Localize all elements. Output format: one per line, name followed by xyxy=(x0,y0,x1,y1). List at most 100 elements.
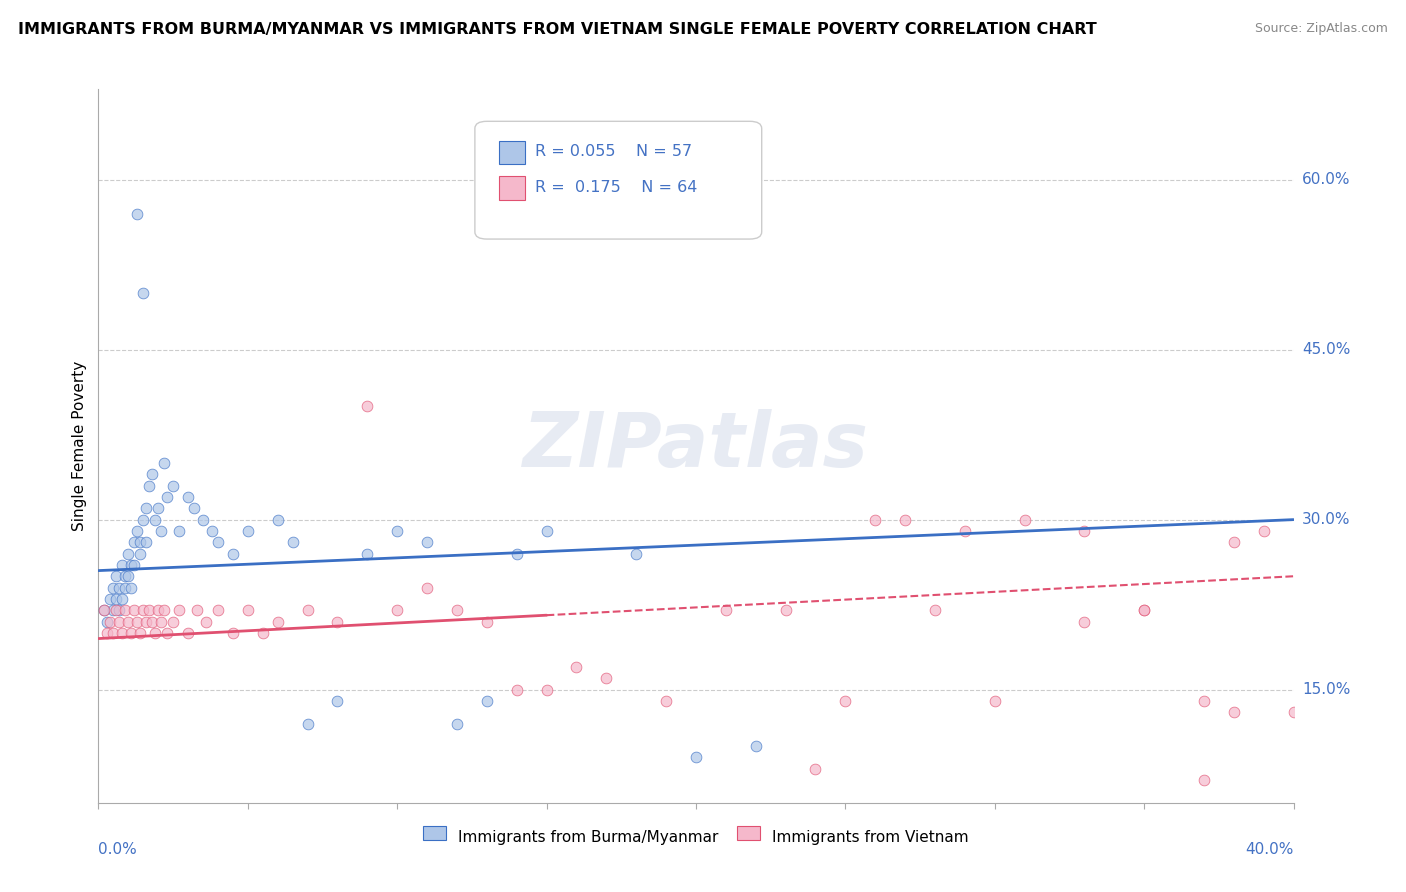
Point xyxy=(141,615,163,629)
Point xyxy=(953,524,976,538)
Point xyxy=(267,513,290,527)
Point xyxy=(416,535,439,549)
Text: R =  0.175    N = 64: R = 0.175 N = 64 xyxy=(534,180,697,195)
Point xyxy=(135,615,157,629)
Point xyxy=(108,581,131,595)
Point xyxy=(141,467,163,482)
Point xyxy=(201,524,224,538)
Point xyxy=(252,626,274,640)
Point xyxy=(804,762,827,776)
Point xyxy=(120,626,142,640)
Point xyxy=(326,615,349,629)
Point xyxy=(475,694,498,708)
Point xyxy=(506,547,529,561)
Point xyxy=(297,603,319,617)
Point xyxy=(127,524,149,538)
Point xyxy=(326,694,349,708)
Point xyxy=(143,513,166,527)
Point xyxy=(96,615,118,629)
Point xyxy=(865,513,887,527)
Point xyxy=(191,513,214,527)
Point xyxy=(177,626,200,640)
Point xyxy=(655,694,678,708)
Point xyxy=(120,581,142,595)
Point xyxy=(148,501,170,516)
Point xyxy=(446,603,468,617)
Point xyxy=(127,615,149,629)
Point xyxy=(207,603,229,617)
Point xyxy=(124,558,146,572)
Text: 40.0%: 40.0% xyxy=(1246,842,1294,857)
Text: 15.0%: 15.0% xyxy=(1302,682,1350,697)
Point xyxy=(167,603,190,617)
Point xyxy=(127,207,149,221)
Point xyxy=(117,569,139,583)
Point xyxy=(103,626,125,640)
Point xyxy=(114,581,136,595)
Point xyxy=(745,739,768,754)
Point xyxy=(132,603,155,617)
Point xyxy=(111,558,134,572)
Point xyxy=(150,524,173,538)
Point xyxy=(103,581,125,595)
Point xyxy=(536,682,558,697)
Point xyxy=(138,478,160,492)
Point xyxy=(162,615,184,629)
Point xyxy=(1133,603,1156,617)
Text: 60.0%: 60.0% xyxy=(1302,172,1350,187)
Point xyxy=(108,603,131,617)
Point xyxy=(1192,694,1215,708)
Point xyxy=(1223,705,1246,719)
Point xyxy=(138,603,160,617)
Point xyxy=(150,615,173,629)
Point xyxy=(167,524,190,538)
Point xyxy=(416,581,439,595)
Point xyxy=(894,513,917,527)
Bar xyxy=(499,177,524,200)
Text: 0.0%: 0.0% xyxy=(98,842,138,857)
Text: IMMIGRANTS FROM BURMA/MYANMAR VS IMMIGRANTS FROM VIETNAM SINGLE FEMALE POVERTY C: IMMIGRANTS FROM BURMA/MYANMAR VS IMMIGRA… xyxy=(18,22,1097,37)
Point xyxy=(924,603,946,617)
Point xyxy=(195,615,218,629)
Point xyxy=(132,513,155,527)
Point xyxy=(714,603,737,617)
Point xyxy=(984,694,1007,708)
Point xyxy=(207,535,229,549)
Point xyxy=(120,558,142,572)
Point xyxy=(153,603,176,617)
Point xyxy=(98,591,122,606)
Point xyxy=(153,456,176,470)
Point xyxy=(124,535,146,549)
Point xyxy=(356,547,378,561)
Point xyxy=(236,603,259,617)
Point xyxy=(1014,513,1036,527)
Point xyxy=(132,286,155,301)
Point xyxy=(297,716,319,731)
Point xyxy=(143,626,166,640)
Point xyxy=(834,694,856,708)
Point xyxy=(1133,603,1156,617)
Point xyxy=(626,547,648,561)
Point xyxy=(177,490,200,504)
Point xyxy=(103,603,125,617)
Point xyxy=(385,524,409,538)
Point xyxy=(111,626,134,640)
Point xyxy=(98,615,122,629)
Point xyxy=(475,615,498,629)
Point xyxy=(222,547,245,561)
Point xyxy=(267,615,290,629)
Point xyxy=(186,603,208,617)
Point xyxy=(222,626,245,640)
Point xyxy=(124,603,146,617)
Point xyxy=(1192,773,1215,788)
Bar xyxy=(499,141,524,164)
Point xyxy=(129,626,152,640)
Point xyxy=(114,569,136,583)
Text: Source: ZipAtlas.com: Source: ZipAtlas.com xyxy=(1254,22,1388,36)
Point xyxy=(775,603,797,617)
Point xyxy=(111,591,134,606)
Point xyxy=(183,501,205,516)
Point xyxy=(446,716,468,731)
Point xyxy=(281,535,304,549)
Point xyxy=(1253,524,1275,538)
